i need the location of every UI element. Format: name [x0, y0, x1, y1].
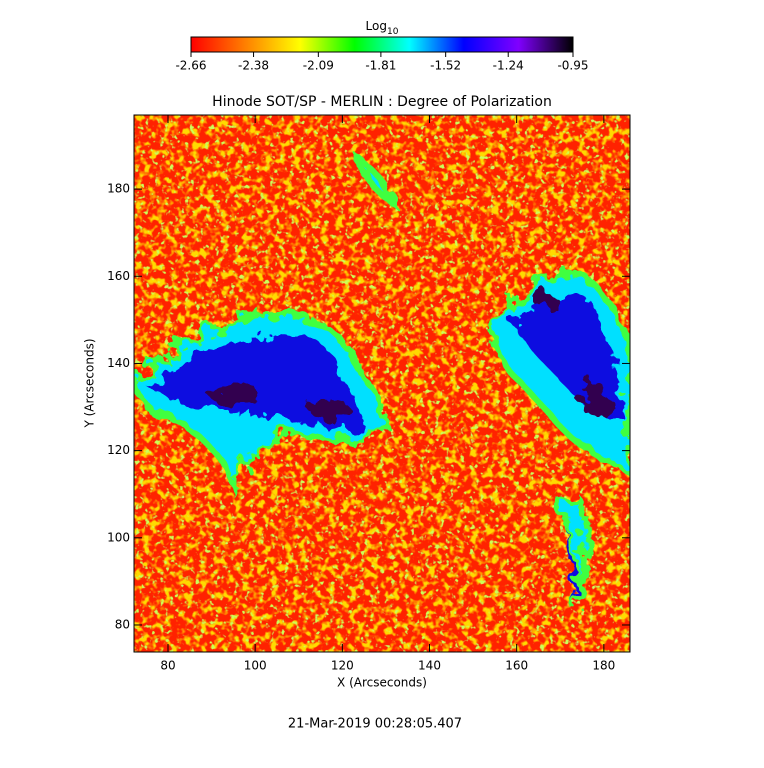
- colorbar: [190, 36, 574, 53]
- plot-frame: [133, 114, 631, 653]
- colorbar-tick-label: -1.81: [365, 59, 396, 73]
- colorbar-tick-label: -1.24: [493, 59, 524, 73]
- map: [134, 115, 630, 652]
- y-axis-label: Y (Arcseconds): [83, 338, 97, 428]
- x-tick-label: 120: [331, 659, 354, 673]
- y-tick-label: 80: [115, 617, 130, 631]
- colorbar-tick-label: -2.38: [238, 59, 269, 73]
- colorbar-tick-label: -2.09: [303, 59, 334, 73]
- colorbar-tick-label: -1.52: [430, 59, 461, 73]
- y-tick-label: 120: [107, 443, 130, 457]
- y-tick-label: 140: [107, 356, 130, 370]
- x-tick-label: 180: [592, 659, 615, 673]
- y-tick-label: 100: [107, 530, 130, 544]
- timestamp: 21-Mar-2019 00:28:05.407: [288, 717, 462, 732]
- colorbar-tick-label: -0.95: [557, 59, 588, 73]
- x-axis-label: X (Arcseconds): [337, 676, 427, 690]
- colorbar-label: Log10: [366, 19, 399, 37]
- x-tick-label: 140: [418, 659, 441, 673]
- x-tick-label: 160: [505, 659, 528, 673]
- x-tick-label: 100: [244, 659, 267, 673]
- x-tick-label: 80: [160, 659, 175, 673]
- chart-title: Hinode SOT/SP - MERLIN : Degree of Polar…: [212, 94, 552, 110]
- colorbar-tick-label: -2.66: [175, 59, 206, 73]
- y-tick-label: 160: [107, 269, 130, 283]
- y-tick-label: 180: [107, 182, 130, 196]
